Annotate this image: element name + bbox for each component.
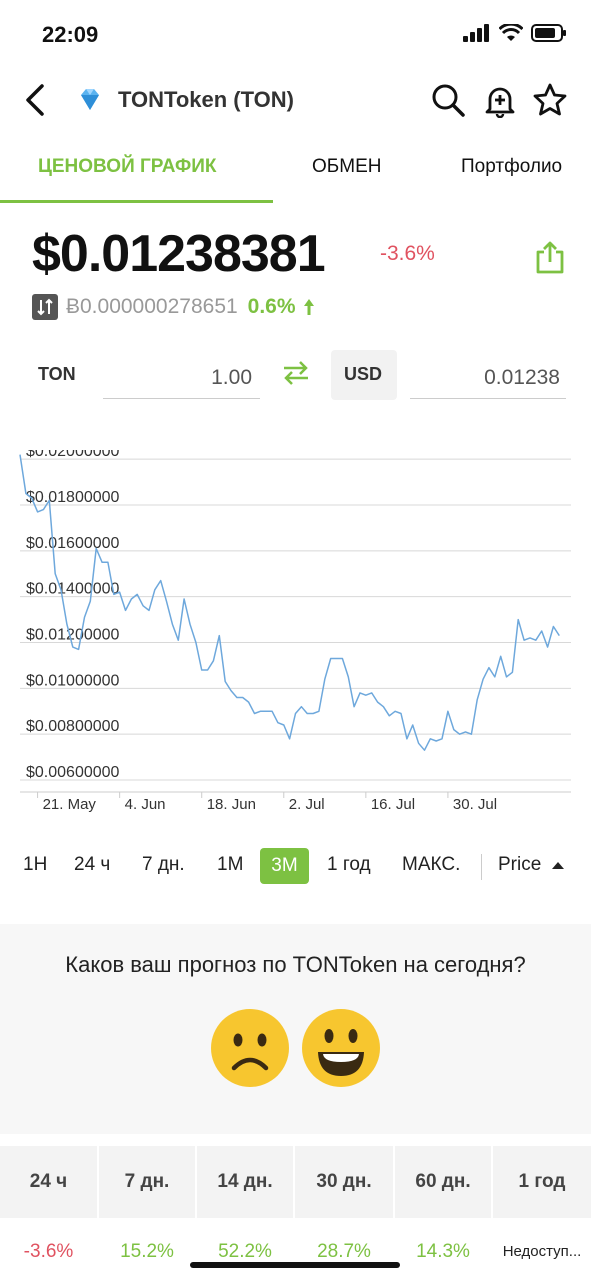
perf-value-24h: -3.6% [0, 1220, 97, 1280]
range-1m[interactable]: 1М [217, 854, 244, 875]
status-bar: 22:09 [0, 0, 591, 70]
price-change: -3.6% [380, 242, 435, 265]
battery-icon [531, 24, 566, 42]
active-tab-indicator [0, 200, 273, 203]
range-selector: 1H 24 ч 7 дн. 1М 3М 1 год МАКС. Price [0, 848, 591, 888]
range-divider [481, 854, 482, 880]
signal-icon [463, 24, 489, 42]
sad-face-icon[interactable] [210, 1008, 290, 1088]
x-tick-label: 2. Jul [289, 796, 325, 813]
price-chart[interactable]: $0.02000000 $0.01800000 $0.01600000 $0.0140… [0, 450, 591, 820]
tab-price-chart[interactable]: ЦЕНОВОЙ ГРАФИК [38, 156, 217, 177]
vote-question: Каков ваш прогноз по TONToken на сегодня… [65, 952, 526, 977]
btc-price: Ƀ0.000000278651 [66, 295, 238, 318]
happy-face-icon[interactable] [301, 1008, 381, 1088]
range-3m[interactable]: 3М [260, 848, 309, 884]
perf-header-1y: 1 год [493, 1146, 591, 1218]
btc-change: 0.6% [247, 295, 296, 318]
y-tick-label: $0.01800000 [26, 489, 120, 506]
perf-header-14d: 14 дн. [197, 1146, 293, 1218]
to-amount-underline [410, 398, 566, 399]
perf-header-24h: 24 ч [0, 1146, 97, 1218]
to-currency-selector[interactable] [331, 350, 397, 400]
arrow-up-icon [303, 299, 314, 315]
tab-bar: ЦЕНОВОЙ ГРАФИК ОБМЕН Портфолио [0, 140, 591, 204]
sentiment-vote: Каков ваш прогноз по TONToken на сегодня… [0, 924, 591, 1134]
perf-header-30d: 30 дн. [295, 1146, 393, 1218]
y-tick-label: $0.00800000 [26, 718, 120, 735]
search-icon[interactable] [430, 82, 466, 118]
share-icon[interactable] [534, 240, 566, 274]
home-indicator[interactable] [190, 1262, 400, 1268]
perf-value-7d: 15.2% [99, 1220, 195, 1280]
x-tick-label: 30. Jul [453, 796, 497, 813]
tab-portfolio[interactable]: Портфолио [461, 156, 563, 177]
to-currency-label: USD [344, 364, 383, 384]
perf-header-60d: 60 дн. [395, 1146, 491, 1218]
nav-bar: TONToken (TON) [0, 72, 591, 128]
swap-horizontal-icon[interactable] [282, 360, 310, 386]
range-1h[interactable]: 1H [23, 854, 48, 875]
x-tick-label: 21. May [43, 796, 97, 813]
back-icon[interactable] [22, 82, 52, 118]
tab-exchange[interactable]: ОБМЕН [312, 156, 382, 177]
metric-dropdown[interactable]: Price [498, 854, 565, 876]
range-max[interactable]: МАКС. [402, 854, 461, 875]
perf-header-7d: 7 дн. [99, 1146, 195, 1218]
perf-value-1y: Недоступ... [493, 1220, 591, 1280]
caret-up-icon [551, 862, 564, 869]
metric-label: Price [498, 854, 542, 875]
from-amount-underline [103, 398, 260, 399]
perf-value-14d: 52.2% [197, 1220, 293, 1280]
page-title: TONToken (TON) [118, 87, 294, 112]
price-usd: $0.01238381 [32, 225, 326, 283]
price-series-line [19, 454, 560, 751]
y-tick-label: $0.01200000 [26, 627, 120, 644]
swap-vertical-icon[interactable] [32, 294, 58, 320]
y-tick-label: $0.01400000 [26, 581, 120, 598]
y-tick-label: $0.01600000 [26, 535, 120, 552]
from-amount-input[interactable]: 1.00 [211, 366, 252, 389]
range-24h[interactable]: 24 ч [74, 854, 111, 875]
from-currency-label: TON [38, 364, 76, 384]
currency-converter: TON 1.00 USD 0.01238 [0, 346, 591, 406]
btc-price-row: Ƀ0.000000278651 0.6% [32, 292, 316, 322]
x-tick-label: 18. Jun [207, 796, 256, 813]
performance-table: 24 ч 7 дн. 14 дн. 30 дн. 60 дн. 1 год -3… [0, 1146, 591, 1280]
wifi-icon [499, 24, 523, 41]
range-7d[interactable]: 7 дн. [142, 854, 185, 875]
to-amount-input[interactable]: 0.01238 [484, 366, 560, 389]
diamond-icon [81, 89, 99, 110]
perf-value-60d: 14.3% [395, 1220, 491, 1280]
y-tick-label: $0.02000000 [26, 450, 120, 460]
star-icon[interactable] [532, 82, 568, 118]
status-time: 22:09 [42, 22, 99, 47]
range-1y[interactable]: 1 год [327, 854, 371, 875]
status-icons [463, 24, 567, 42]
x-tick-label: 4. Jun [125, 796, 166, 813]
perf-value-30d: 28.7% [295, 1220, 393, 1280]
y-tick-label: $0.00600000 [26, 764, 120, 781]
x-tick-label: 16. Jul [371, 796, 415, 813]
y-tick-label: $0.01000000 [26, 672, 120, 689]
bell-plus-icon[interactable] [482, 82, 518, 118]
